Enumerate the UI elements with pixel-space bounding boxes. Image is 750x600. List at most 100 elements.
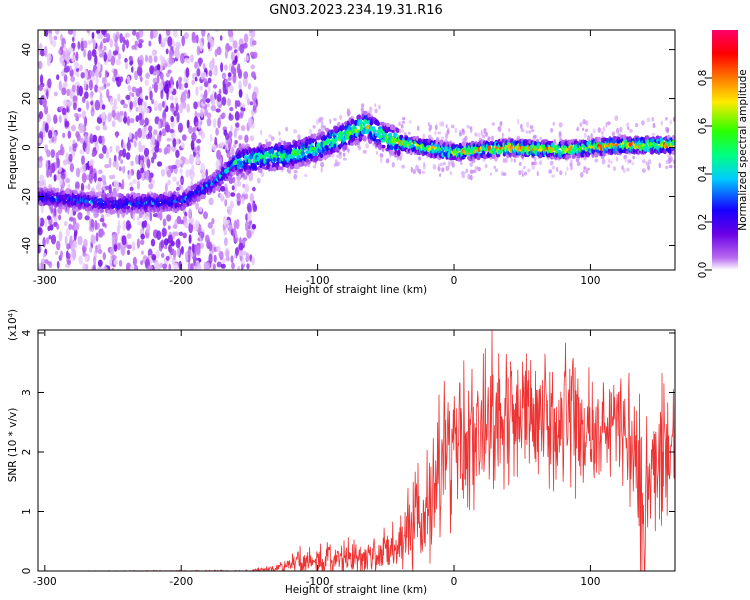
heatmap-noise-cell <box>619 126 623 133</box>
heatmap-noise-cell <box>235 218 240 230</box>
heatmap-noise-cell <box>632 155 635 160</box>
heatmap-noise-cell <box>59 177 63 186</box>
heatmap-ridge-cell <box>262 144 266 148</box>
heatmap-noise-cell <box>189 154 194 165</box>
heatmap-noise-cell <box>165 255 170 261</box>
heatmap-noise-cell <box>304 174 308 177</box>
heatmap-noise-cell <box>109 38 114 48</box>
heatmap-noise-cell <box>236 192 241 200</box>
heatmap-noise-cell <box>158 148 163 153</box>
heatmap-noise-cell <box>80 182 85 191</box>
heatmap-noise-cell <box>76 71 80 78</box>
heatmap-noise-cell <box>97 117 103 124</box>
heatmap-noise-cell <box>236 200 241 206</box>
heatmap-noise-cell <box>56 240 61 251</box>
heatmap-noise-cell <box>98 169 103 175</box>
heatmap-noise-cell <box>203 78 208 83</box>
heatmap-noise-cell <box>148 40 152 47</box>
heatmap-noise-cell <box>124 57 128 64</box>
heatmap-noise-cell <box>199 86 204 91</box>
heatmap-noise-cell <box>200 92 204 100</box>
heatmap-noise-cell <box>177 122 184 133</box>
heatmap-noise-cell <box>58 214 61 221</box>
heatmap-noise-cell <box>61 107 67 116</box>
heatmap-noise-cell <box>361 103 365 108</box>
heatmap-noise-cell <box>47 225 51 232</box>
heatmap-noise-cell <box>168 57 175 65</box>
bottom-x-axis-label: Height of straight line (km) <box>285 584 427 596</box>
heatmap-noise-cell <box>203 261 208 270</box>
heatmap-noise-cell <box>152 213 158 218</box>
heatmap-noise-cell <box>143 147 150 157</box>
heatmap-noise-cell <box>133 141 137 148</box>
heatmap-noise-cell <box>138 140 142 147</box>
x-tick-label: -100 <box>306 576 330 588</box>
heatmap-ridge-cell <box>528 138 532 144</box>
heatmap-noise-cell <box>96 30 101 34</box>
heatmap-noise-cell <box>527 168 531 173</box>
heatmap-noise-cell <box>111 109 116 118</box>
heatmap-ridge-cell <box>376 121 381 126</box>
heatmap-noise-cell <box>119 33 123 44</box>
heatmap-noise-cell <box>582 169 586 173</box>
heatmap-noise-cell <box>223 228 227 236</box>
heatmap-noise-cell <box>94 212 99 218</box>
heatmap-noise-cell <box>224 64 228 71</box>
heatmap-noise-cell <box>199 242 204 249</box>
heatmap-noise-cell <box>154 263 159 270</box>
heatmap-noise-cell <box>67 47 74 53</box>
y-tick-label: 3 <box>21 389 33 396</box>
heatmap-noise-cell <box>210 38 215 48</box>
heatmap-noise-cell <box>400 124 404 129</box>
heatmap-noise-cell <box>102 145 107 154</box>
heatmap-noise-cell <box>293 170 298 174</box>
heatmap-noise-cell <box>148 175 152 183</box>
heatmap-noise-cell <box>137 65 143 77</box>
heatmap-ridge-cell <box>650 138 655 144</box>
heatmap-ridge-cell <box>381 144 386 149</box>
heatmap-ridge-cell <box>576 152 581 159</box>
heatmap-noise-cell <box>194 219 199 231</box>
heatmap-noise-cell <box>483 128 487 132</box>
heatmap-ridge-cell <box>393 133 398 137</box>
heatmap-ridge-cell <box>363 135 367 142</box>
heatmap-noise-cell <box>122 117 128 123</box>
heatmap-noise-cell <box>53 114 58 124</box>
heatmap-noise-cell <box>313 165 316 169</box>
heatmap-noise-cell <box>197 264 202 270</box>
heatmap-noise-cell <box>209 60 215 71</box>
heatmap-noise-cell <box>184 221 189 229</box>
heatmap-noise-cell <box>196 138 202 144</box>
heatmap-noise-cell <box>252 105 256 112</box>
heatmap-noise-cell <box>437 131 442 135</box>
heatmap-noise-cell <box>88 160 94 167</box>
heatmap-noise-cell <box>165 72 170 78</box>
heatmap-noise-cell <box>45 237 50 245</box>
heatmap-noise-cell <box>184 57 189 63</box>
heatmap-noise-cell <box>159 72 164 80</box>
heatmap-noise-cell <box>200 162 205 174</box>
heatmap-noise-cell <box>148 55 153 64</box>
heatmap-noise-cell <box>520 128 525 132</box>
heatmap-noise-cell <box>346 148 350 152</box>
heatmap-noise-cell <box>195 202 200 210</box>
heatmap-noise-cell <box>210 105 214 111</box>
heatmap-noise-cell <box>38 84 44 92</box>
heatmap-noise-cell <box>89 165 94 175</box>
heatmap-noise-cell <box>641 120 645 126</box>
heatmap-noise-cell <box>477 132 481 138</box>
heatmap-noise-cell <box>260 129 263 136</box>
heatmap-noise-cell <box>108 184 112 195</box>
heatmap-noise-cell <box>196 68 201 77</box>
heatmap-noise-cell <box>333 163 336 168</box>
heatmap-noise-cell <box>106 88 110 99</box>
heatmap-noise-cell <box>141 250 144 255</box>
heatmap-noise-cell <box>97 266 103 270</box>
heatmap-ridge-cell <box>185 188 188 195</box>
heatmap-noise-cell <box>190 217 194 225</box>
heatmap-noise-cell <box>137 221 143 226</box>
heatmap-noise-cell <box>172 176 177 182</box>
heatmap-noise-cell <box>104 164 110 169</box>
heatmap-noise-cell <box>156 161 163 167</box>
heatmap-noise-cell <box>421 170 426 175</box>
